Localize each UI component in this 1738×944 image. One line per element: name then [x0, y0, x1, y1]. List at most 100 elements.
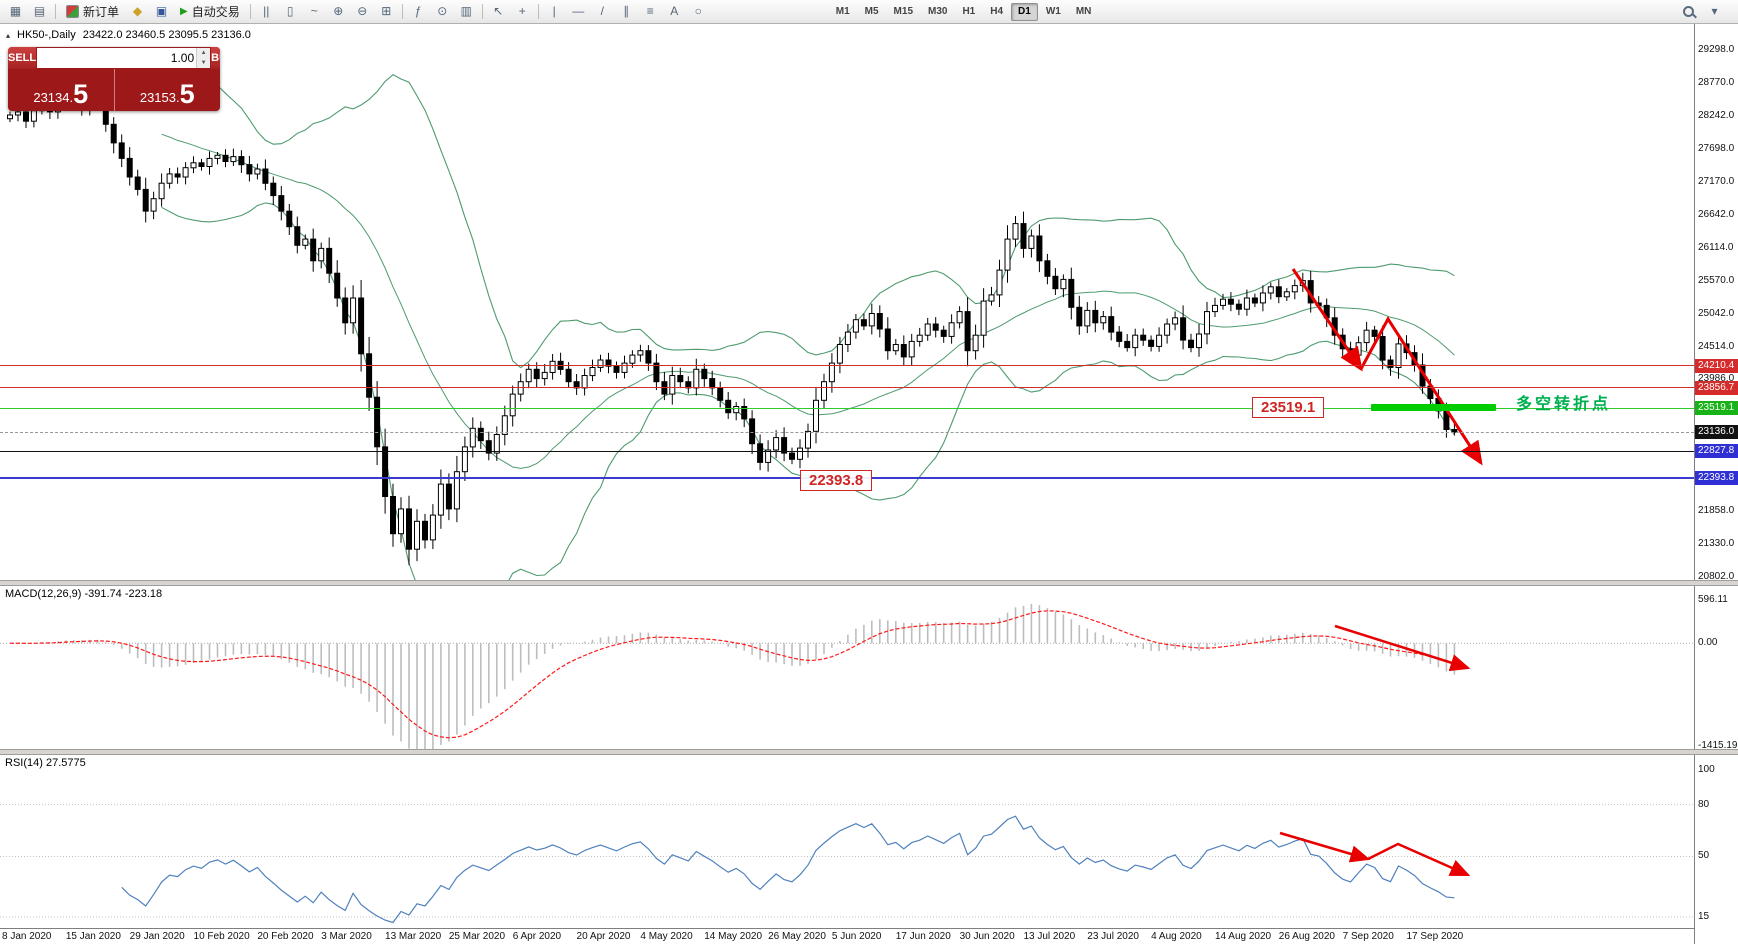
price-chip-23136.0[interactable]: 23136.0 [1695, 425, 1738, 440]
pane-separator[interactable] [0, 749, 1738, 755]
buy-button[interactable]: BUY [211, 47, 220, 69]
chart-marker-icon: ▴ [6, 30, 11, 40]
zoom-in-icon[interactable]: ⊕ [333, 4, 344, 18]
date-label: 4 Aug 2020 [1151, 931, 1202, 942]
trendline-tool-icon[interactable]: / [600, 4, 604, 18]
macd-pane[interactable] [0, 586, 1694, 749]
periods-icon[interactable]: ⊙ [437, 4, 448, 18]
date-label: 25 Mar 2020 [448, 931, 506, 942]
axis-tick: 23986.0 [1698, 373, 1735, 385]
crosshair-icon[interactable]: + [518, 4, 526, 18]
bar-chart-type-icon[interactable]: || [263, 4, 270, 18]
axis-tick: 27698.0 [1698, 143, 1735, 155]
horizontal-line-tool-icon[interactable]: — [572, 4, 585, 18]
new-order-button[interactable]: 新订单 [60, 2, 125, 22]
axis-tick: 596.11 [1698, 594, 1728, 605]
axis-tick: 50 [1698, 850, 1710, 862]
support-highlight-segment[interactable] [1371, 404, 1496, 411]
volume-input[interactable] [37, 48, 197, 68]
axis-tick: 26114.0 [1698, 241, 1734, 253]
date-label: 20 Apr 2020 [576, 931, 631, 942]
toolbar-separator [55, 4, 56, 19]
axis-tick: 80 [1698, 798, 1710, 810]
toolbar-separator [401, 4, 403, 19]
volume-down-icon[interactable]: ▼ [197, 58, 211, 68]
price-chip-23856.7[interactable]: 23856.7 [1695, 380, 1738, 395]
axis-tick: 21858.0 [1698, 505, 1735, 517]
axis-tick: 21330.0 [1698, 538, 1735, 550]
price-chip-22827.8[interactable]: 22827.8 [1695, 444, 1738, 459]
rsi-pane[interactable] [0, 755, 1694, 926]
time-axis: 8 Jan 2020 15 Jan 2020 29 Jan 2020 10 Feb 2… [0, 928, 1694, 944]
axis-tick: 0.00 [1698, 637, 1718, 649]
sell-price[interactable]: 23134. 5 [8, 69, 115, 111]
one-click-trading-panel: SELL ▲ ▼ BUY 23134.5 23153.5 [8, 47, 220, 111]
timeframe-button-D1[interactable]: D1 [1011, 2, 1038, 21]
volume-stepper: ▲ ▼ [196, 48, 211, 68]
terminal-icon[interactable]: ▣ [155, 4, 168, 18]
date-label: 7 Sep 2020 [1342, 931, 1394, 942]
axis-tick: 27170.0 [1698, 175, 1735, 187]
buy-price-pip: 5 [179, 79, 195, 110]
volume-up-icon[interactable]: ▲ [197, 48, 211, 58]
indicators-icon[interactable]: ƒ [414, 4, 422, 18]
toolbar-right: ▾ [1682, 1, 1734, 22]
date-label: 15 Jan 2020 [65, 931, 121, 942]
buy-price-main: 23153. [139, 90, 180, 105]
axis-tick: 25570.0 [1698, 275, 1735, 287]
date-label: 17 Jun 2020 [895, 931, 951, 942]
timeframe-button-M5[interactable]: M5 [858, 3, 886, 21]
date-label: 4 May 2020 [640, 931, 693, 942]
volume-field: ▲ ▼ [37, 48, 211, 68]
new-order-label: 新订单 [83, 5, 120, 19]
date-label: 14 May 2020 [704, 931, 763, 942]
candlestick-chart-type-icon[interactable]: ▯ [286, 4, 294, 18]
low-price-label[interactable]: 22393.8 [800, 470, 873, 491]
new-chart-icon[interactable]: ▦ [9, 4, 22, 18]
line-chart-type-icon[interactable]: ~ [310, 4, 318, 18]
buy-price[interactable]: 23153. 5 [115, 69, 221, 111]
price-chip-24210.4[interactable]: 24210.4 [1695, 358, 1738, 373]
rsi-label: RSI(14) 27.5775 [5, 757, 86, 769]
sell-button[interactable]: SELL [8, 47, 37, 69]
autotrading-play-icon: ▶ [180, 6, 188, 17]
main-price-chart[interactable] [0, 24, 1694, 580]
timeframe-button-M15[interactable]: M15 [887, 3, 920, 21]
price-chip-22393.8[interactable]: 22393.8 [1695, 471, 1738, 486]
support-price-label[interactable]: 23519.1 [1252, 397, 1325, 418]
timeframe-button-MN[interactable]: MN [1069, 3, 1099, 21]
toolbar-separator [249, 4, 251, 19]
timeframe-button-M1[interactable]: M1 [829, 3, 857, 21]
price-axis: 29298.0 28770.0 28242.0 27698.0 27170.0 26642… [1694, 24, 1738, 944]
cursor-icon[interactable]: ↖ [493, 4, 504, 18]
date-label: 23 Jul 2020 [1087, 931, 1139, 942]
timeframe-button-W1[interactable]: W1 [1039, 3, 1068, 21]
sell-price-pip: 5 [73, 79, 89, 110]
templates-icon[interactable]: ▥ [460, 4, 472, 18]
pane-separator[interactable] [0, 580, 1738, 586]
zoom-out-icon[interactable]: ⊖ [357, 4, 368, 18]
date-label: 14 Aug 2020 [1214, 931, 1272, 942]
toolbar-overflow-icon[interactable]: ▾ [1711, 4, 1718, 18]
vertical-line-tool-icon[interactable]: | [552, 4, 556, 18]
axis-tick: 25042.0 [1698, 307, 1735, 319]
toolbar-separator [537, 4, 539, 19]
turning-point-label[interactable]: 多空转折点 [1516, 396, 1612, 413]
timeframe-button-H1[interactable]: H1 [955, 3, 982, 21]
timeframe-button-H4[interactable]: H4 [983, 3, 1010, 21]
price-chip-23519.1[interactable]: 23519.1 [1695, 401, 1738, 416]
timeframe-button-M30[interactable]: M30 [921, 3, 954, 21]
axis-tick: 28770.0 [1698, 76, 1735, 88]
text-tool-icon[interactable]: A [670, 4, 679, 18]
shapes-tool-icon[interactable]: ○ [694, 4, 702, 18]
autotrading-button[interactable]: ▶ 自动交易 [174, 2, 246, 22]
channel-tool-icon[interactable]: ∥ [623, 4, 630, 18]
search-icon[interactable] [1682, 5, 1696, 19]
axis-tick: 28242.0 [1698, 109, 1735, 121]
metaeditor-icon[interactable]: ◆ [132, 4, 143, 18]
profiles-icon[interactable]: ▤ [33, 4, 46, 18]
new-order-icon [66, 5, 79, 18]
fibonacci-tool-icon[interactable]: ≡ [646, 4, 654, 18]
tile-windows-icon[interactable]: ⊞ [381, 4, 392, 18]
